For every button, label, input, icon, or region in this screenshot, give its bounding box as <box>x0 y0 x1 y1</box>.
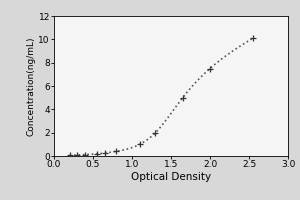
Y-axis label: Concentration(ng/mL): Concentration(ng/mL) <box>27 36 36 136</box>
X-axis label: Optical Density: Optical Density <box>131 172 211 182</box>
